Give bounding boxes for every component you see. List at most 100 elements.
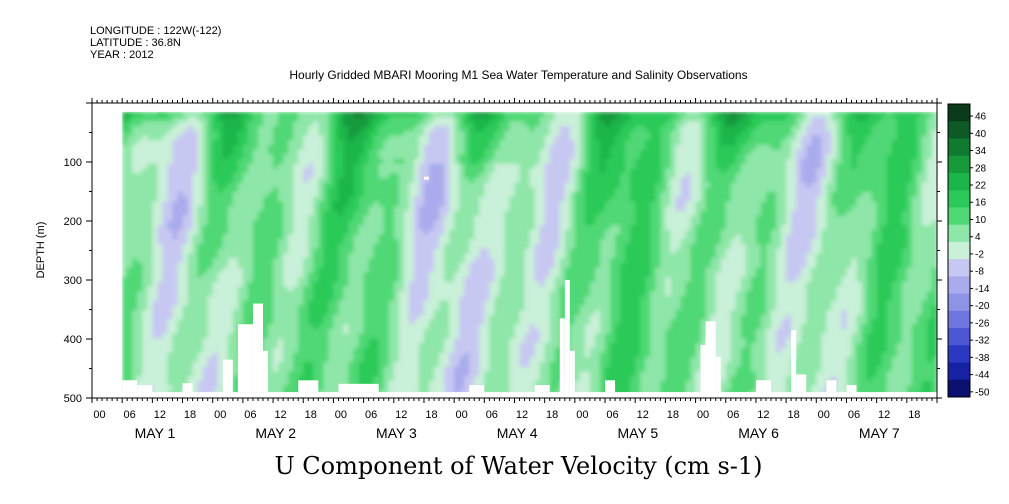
heatmap-cell (509, 239, 516, 245)
heatmap-cell (444, 168, 450, 175)
heatmap-cell (434, 130, 440, 137)
heatmap-cell (127, 286, 134, 293)
heatmap-cell (358, 130, 365, 137)
heatmap-cell (444, 305, 450, 311)
heatmap-cell (222, 182, 229, 189)
heatmap-cell (373, 130, 380, 137)
heatmap-cell (298, 121, 305, 127)
heatmap-cell (303, 347, 310, 354)
heatmap-cell (408, 215, 415, 222)
heatmap-cell (122, 168, 129, 175)
heatmap-cell (187, 277, 194, 283)
heatmap-cell (423, 154, 430, 160)
heatmap-cell (383, 376, 390, 382)
heatmap-cell (182, 253, 189, 259)
heatmap-cell (368, 262, 375, 269)
heatmap-cell (494, 267, 501, 274)
heatmap-cell (157, 262, 164, 269)
heatmap-cell (222, 135, 229, 141)
heatmap-cell (408, 352, 415, 359)
heatmap-cell (283, 225, 289, 231)
heatmap-cell (182, 225, 189, 231)
heatmap-cell (368, 267, 375, 274)
heatmap-cell (353, 111, 360, 118)
heatmap-cell (197, 206, 204, 212)
heatmap-cell (408, 182, 415, 189)
heatmap-cell (519, 159, 526, 165)
heatmap-cell (142, 291, 149, 297)
heatmap-cell (479, 168, 486, 175)
heatmap-cell (268, 380, 274, 387)
heatmap-cell (162, 144, 169, 151)
heatmap-cell (202, 281, 209, 288)
heatmap-cell (474, 192, 481, 198)
heatmap-cell (479, 149, 486, 156)
heatmap-cell (479, 267, 486, 274)
heatmap-cell (489, 154, 496, 160)
heatmap-cell (298, 366, 305, 373)
heatmap-cell (494, 343, 501, 349)
heatmap-cell (348, 376, 355, 382)
heatmap-cell (147, 177, 154, 184)
heatmap-cell (423, 338, 430, 344)
heatmap-cell (298, 314, 305, 321)
heatmap-cell (353, 177, 360, 184)
heatmap-cell (207, 371, 214, 377)
heatmap-cell (534, 281, 541, 288)
heatmap-cell (484, 277, 491, 283)
heatmap-cell (257, 244, 264, 250)
heatmap-cell (358, 305, 365, 311)
heatmap-cell (348, 295, 355, 302)
heatmap-cell (358, 234, 365, 241)
heatmap-cell (509, 300, 516, 307)
heatmap-cell (152, 192, 159, 198)
heatmap-cell (232, 111, 239, 118)
heatmap-cell (383, 258, 390, 264)
heatmap-cell (428, 352, 435, 359)
heatmap-cell (318, 135, 325, 141)
heatmap-cell (423, 111, 430, 118)
heatmap-cell (413, 206, 420, 212)
heatmap-cell (469, 262, 476, 269)
heatmap-cell (519, 126, 526, 132)
heatmap-cell (348, 111, 355, 118)
heatmap-cell (192, 239, 199, 245)
heatmap-cell (197, 343, 204, 349)
heatmap-cell (313, 177, 320, 184)
heatmap-cell (313, 267, 320, 274)
heatmap-cell (464, 234, 471, 241)
heatmap-cell (328, 343, 335, 349)
heatmap-cell (479, 333, 486, 340)
heatmap-cell (418, 305, 425, 311)
heatmap-cell (268, 210, 274, 217)
heatmap-cell (348, 121, 355, 127)
heatmap-cell (368, 239, 375, 245)
heatmap-cell (353, 225, 360, 231)
heatmap-cell (388, 281, 395, 288)
heatmap-cell (363, 314, 370, 321)
heatmap-cell (418, 291, 425, 297)
heatmap-cell (484, 385, 491, 392)
heatmap-cell (474, 248, 481, 255)
heatmap-cell (459, 121, 465, 127)
heatmap-cell (328, 220, 335, 226)
heatmap-cell (353, 126, 360, 132)
heatmap-cell (363, 149, 370, 156)
heatmap-cell (303, 196, 310, 203)
heatmap-cell (393, 286, 400, 293)
heatmap-cell (499, 258, 506, 264)
heatmap-cell (459, 366, 465, 373)
heatmap-cell (263, 182, 269, 189)
heatmap-cell (398, 244, 405, 250)
heatmap-cell (529, 291, 536, 297)
heatmap-cell (127, 244, 134, 250)
heatmap-cell (222, 324, 229, 330)
heatmap-cell (323, 192, 330, 198)
heatmap-cell (373, 149, 380, 156)
heatmap-cell (328, 385, 335, 392)
heatmap-cell (268, 300, 274, 307)
heatmap-cell (252, 229, 259, 236)
heatmap-cell (428, 357, 435, 363)
heatmap-cell (373, 267, 380, 274)
heatmap-cell (534, 310, 541, 316)
